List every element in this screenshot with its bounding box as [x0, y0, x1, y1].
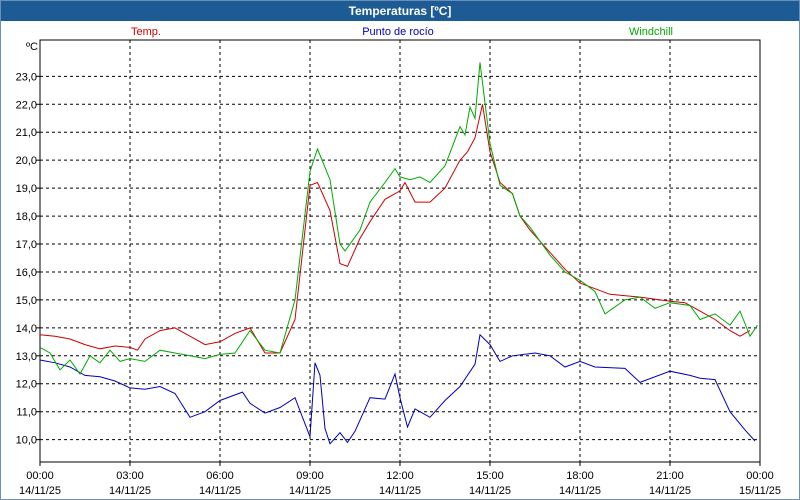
y-axis-label: ºC — [26, 41, 38, 53]
y-tick-label: 23,0 — [16, 71, 37, 83]
x-tick-date: 14/11/25 — [469, 485, 511, 497]
y-tick-label: 12,0 — [16, 379, 37, 391]
y-tick-label: 17,0 — [16, 239, 37, 251]
series-line-dew — [39, 333, 756, 445]
x-tick-time: 12:00 — [386, 470, 414, 482]
x-axis-ticks: 00:00 14/11/25 03:00 14/11/25 06:00 14/11/25 0… — [19, 462, 781, 497]
x-tick-date: 14/11/25 — [649, 485, 691, 497]
y-tick-label: 11,0 — [16, 407, 37, 419]
grid — [40, 40, 760, 462]
x-tick-time: 00:00 — [26, 470, 54, 482]
y-tick-label: 22,0 — [16, 99, 37, 111]
series-lines — [39, 62, 758, 445]
y-tick-label: 19,0 — [16, 183, 37, 195]
x-tick-time: 09:00 — [296, 470, 324, 482]
x-tick-time: 21:00 — [656, 470, 684, 482]
y-tick-label: 15,0 — [16, 295, 37, 307]
x-tick-time: 18:00 — [566, 470, 594, 482]
x-tick-date: 14/11/25 — [109, 485, 151, 497]
x-tick-date: 15/11/25 — [739, 485, 781, 497]
y-tick-label: 18,0 — [16, 211, 37, 223]
window-title: Temperaturas [ºC] — [1, 1, 799, 21]
series-line-temp — [39, 104, 751, 354]
x-tick-date: 14/11/25 — [289, 485, 331, 497]
y-axis-ticks: 10,0 11,0 12,0 13,0 14,0 15,0 16,0 17,0 18,0 19,0… — [16, 71, 40, 447]
y-tick-label: 16,0 — [16, 267, 37, 279]
x-tick-time: 15:00 — [476, 470, 504, 482]
series-line-windchill — [39, 62, 758, 375]
legend-entry-windchill: Windchill — [629, 26, 673, 38]
x-tick-date: 14/11/25 — [559, 485, 601, 497]
x-tick-date: 14/11/25 — [199, 485, 241, 497]
x-tick-time: 00:00 — [746, 470, 774, 482]
y-tick-label: 10,0 — [16, 435, 37, 447]
x-tick-date: 14/11/25 — [19, 485, 61, 497]
legend: Temp. Punto de rocío Windchill — [131, 26, 673, 38]
legend-entry-temp: Temp. — [131, 26, 161, 38]
y-tick-label: 14,0 — [16, 323, 37, 335]
x-tick-time: 06:00 — [206, 470, 234, 482]
y-tick-label: 20,0 — [16, 155, 37, 167]
x-tick-date: 14/11/25 — [379, 485, 421, 497]
y-tick-label: 21,0 — [16, 127, 37, 139]
legend-entry-dew: Punto de rocío — [362, 26, 434, 38]
x-tick-time: 03:00 — [116, 470, 144, 482]
y-tick-label: 13,0 — [16, 351, 37, 363]
